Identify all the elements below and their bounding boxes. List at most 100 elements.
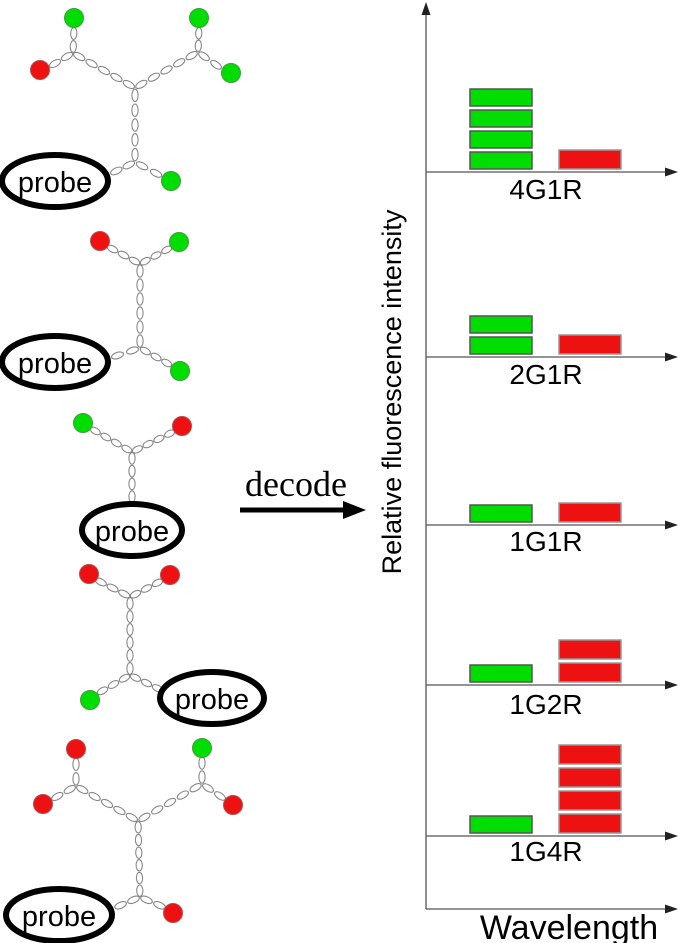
dna-bead	[125, 812, 138, 823]
panel-label-1G2R: 1G2R	[509, 689, 582, 720]
dna-bead	[136, 334, 144, 348]
structure-2G1R	[0, 231, 190, 391]
dna-bead	[110, 72, 123, 83]
panel-label-4G1R: 4G1R	[509, 174, 582, 205]
dna-bead	[163, 797, 177, 808]
bead-chain	[110, 160, 136, 176]
bead-chain	[140, 895, 166, 910]
red-bar-segment	[558, 149, 622, 170]
decode-arrow	[240, 501, 366, 519]
dna-bead	[210, 59, 222, 70]
x-axis-arrow-icon	[665, 831, 678, 841]
dna-bead	[129, 589, 142, 599]
dna-bead	[118, 589, 131, 599]
bead-chain	[114, 895, 140, 910]
dna-bead	[122, 160, 136, 170]
dna-bead	[153, 434, 165, 444]
fluorescence-charts	[421, 2, 678, 914]
green-dye-icon	[64, 8, 84, 28]
dna-bead	[139, 346, 151, 356]
bead-chain	[135, 50, 198, 90]
dna-bead	[195, 27, 203, 40]
dna-bead	[128, 256, 141, 266]
dna-bead	[73, 51, 86, 62]
dna-bead	[127, 895, 140, 905]
green-dye-icon	[170, 361, 190, 381]
bead-chain	[134, 821, 144, 897]
green-bar-segment	[469, 151, 533, 170]
x-axis-arrow-icon	[665, 520, 678, 530]
bead-chain	[138, 783, 202, 822]
dna-bead	[72, 772, 80, 786]
bead-chain	[51, 784, 76, 802]
y-axis-arrow-icon	[421, 2, 431, 15]
dna-bead	[85, 58, 98, 69]
green-dye-icon	[192, 738, 212, 758]
decode-arrow-head-icon	[343, 501, 366, 519]
red-bar-segment	[558, 790, 622, 811]
bead-chain	[106, 244, 141, 266]
dna-bead	[189, 783, 202, 793]
probe-label: probe	[18, 167, 92, 199]
dna-bead	[176, 790, 189, 800]
dna-bead	[142, 439, 154, 449]
green-dye-icon	[189, 8, 209, 28]
probe-label: probe	[22, 901, 96, 933]
panel-label-1G1R: 1G1R	[509, 526, 582, 557]
dna-bead	[131, 147, 139, 162]
dna-bead	[185, 50, 198, 61]
red-dye-icon	[160, 565, 180, 585]
green-bar-segment	[469, 664, 533, 683]
bead-chain	[129, 673, 164, 693]
x-axis-arrow-icon	[665, 904, 678, 914]
dna-bead	[149, 168, 163, 178]
dna-bead	[72, 757, 80, 772]
green-bar-segment	[469, 504, 533, 523]
structure-1G4R	[3, 738, 243, 943]
dna-bead	[128, 464, 136, 478]
dna-bead	[131, 88, 139, 103]
dna-bead	[122, 79, 135, 90]
red-dye-icon	[172, 416, 192, 436]
red-bar-segment	[558, 502, 622, 523]
dna-bead	[97, 65, 111, 76]
green-dye-icon	[221, 63, 241, 83]
dna-bead	[126, 636, 134, 649]
bead-chain	[131, 429, 176, 454]
dna-bead	[140, 584, 153, 593]
dna-bead	[107, 680, 120, 689]
dna-bead	[48, 58, 62, 69]
dna-bead	[100, 432, 112, 442]
dna-bead	[161, 358, 173, 368]
dna-bead	[128, 490, 136, 503]
dna-bead	[88, 791, 101, 802]
panel-label-2G1R: 2G1R	[509, 359, 582, 390]
dna-bead	[125, 346, 140, 355]
bead-chain	[198, 51, 222, 70]
red-dye-icon	[163, 903, 183, 923]
dna-bead	[136, 278, 144, 292]
dna-bead	[198, 51, 210, 62]
dna-bead	[76, 784, 89, 795]
dna-bead	[126, 610, 134, 623]
dna-bead	[51, 791, 64, 802]
dna-bead	[126, 662, 134, 675]
dna-bead	[151, 805, 164, 815]
bead-chain	[76, 784, 138, 823]
probe-label: probe	[175, 684, 249, 716]
bead-chain	[73, 51, 135, 90]
dna-bead	[135, 859, 143, 872]
bead-chain	[139, 245, 173, 266]
structure-1G2R	[79, 564, 267, 727]
green-dye-icon	[73, 413, 93, 433]
bead-chain	[198, 756, 206, 784]
dna-bead	[114, 901, 127, 910]
green-bar-segment	[469, 88, 533, 107]
dna-bead	[134, 821, 142, 834]
probe-label: probe	[95, 516, 169, 548]
dna-bead	[150, 251, 162, 260]
probe-ellipse	[0, 333, 111, 391]
dna-bead	[117, 250, 130, 260]
green-dye-icon	[80, 690, 100, 710]
